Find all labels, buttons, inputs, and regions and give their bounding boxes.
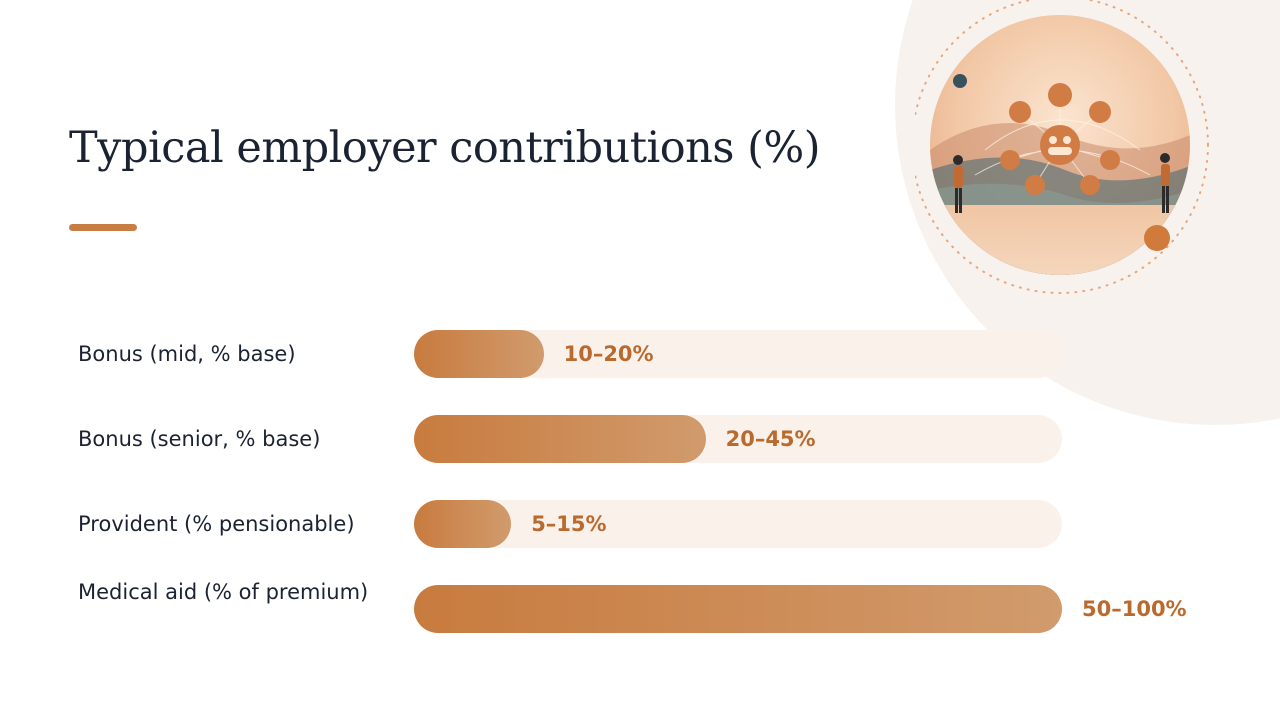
person-figure-left xyxy=(953,155,963,213)
family-icon xyxy=(1080,175,1100,195)
bar-track xyxy=(414,330,1062,378)
bar-track xyxy=(414,585,1062,633)
title-underline xyxy=(69,224,137,231)
bar xyxy=(414,330,544,378)
benefits-network-illustration xyxy=(915,0,1209,294)
slide-title: Typical employer contributions (%) xyxy=(69,123,820,173)
umbrella-icon xyxy=(1025,175,1045,195)
dotted-ring xyxy=(915,0,1209,294)
shield-icon xyxy=(1009,101,1031,123)
bar-track xyxy=(414,500,1062,548)
bar xyxy=(414,500,512,548)
category-label: Bonus (mid, % base) xyxy=(78,342,296,366)
category-label: Provident (% pensionable) xyxy=(78,512,355,536)
leaf-icon xyxy=(1100,150,1120,170)
decor-dot-orange xyxy=(1144,225,1170,251)
category-label: Medical aid (% of premium) xyxy=(78,580,369,604)
bar-value-label: 5–15% xyxy=(531,512,607,536)
bar xyxy=(414,415,706,463)
bar-value-label: 50–100% xyxy=(1082,597,1187,621)
decor-dot-dark xyxy=(953,74,967,88)
people-icon xyxy=(1040,125,1080,165)
bar-track xyxy=(414,415,1062,463)
bar-value-label: 20–45% xyxy=(725,427,816,451)
category-label: Bonus (senior, % base) xyxy=(78,427,321,451)
piggy-bank-icon xyxy=(1089,101,1111,123)
graduation-cap-icon xyxy=(1000,150,1020,170)
bar xyxy=(414,585,1062,633)
heart-icon xyxy=(1048,83,1072,107)
person-figure-right xyxy=(1160,153,1170,213)
bar-value-label: 10–20% xyxy=(563,342,654,366)
